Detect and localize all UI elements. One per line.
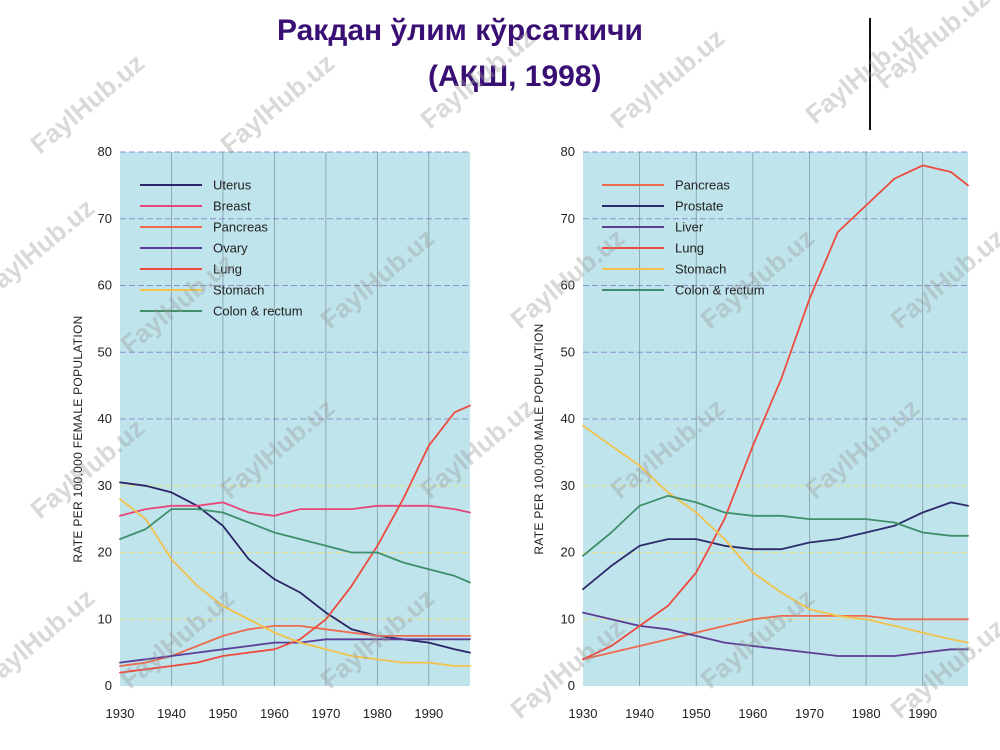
series-line-liver xyxy=(582,611,969,657)
series-line-colon xyxy=(582,494,969,557)
y-tick-label: 0 xyxy=(568,678,575,693)
watermark-text: FaylHub.uz xyxy=(215,47,341,159)
legend-label: Prostate xyxy=(675,199,723,214)
series-line-colon xyxy=(119,508,471,584)
y-tick-label: 70 xyxy=(98,211,112,226)
y-tick-label: 50 xyxy=(98,344,112,359)
y-tick-label: 60 xyxy=(561,278,575,293)
y-tick-label: 80 xyxy=(98,144,112,159)
series-line-uterus xyxy=(119,481,471,654)
series-line-lung xyxy=(582,164,969,661)
watermark-text: FaylHub.uz xyxy=(0,192,100,304)
y-tick-label: 10 xyxy=(98,611,112,626)
watermark-text: FaylHub.uz xyxy=(25,47,151,159)
x-tick-label: 1980 xyxy=(363,706,392,721)
x-tick-label: 1990 xyxy=(908,706,937,721)
series-line-stomach xyxy=(119,498,471,667)
watermark-text: FaylHub.uz xyxy=(0,582,100,694)
x-tick-label: 1950 xyxy=(682,706,711,721)
y-axis-label: RATE PER 100,000 FEMALE POPULATION xyxy=(71,315,85,562)
x-tick-label: 1940 xyxy=(625,706,654,721)
series-line-prostate xyxy=(582,501,969,591)
series-line-breast xyxy=(119,501,471,517)
y-tick-label: 20 xyxy=(561,545,575,560)
legend-label: Breast xyxy=(213,199,251,214)
legend-label: Lung xyxy=(213,262,242,277)
x-tick-label: 1970 xyxy=(311,706,340,721)
x-tick-label: 1960 xyxy=(260,706,289,721)
x-tick-label: 1950 xyxy=(208,706,237,721)
chart-female: 0 10 20 30 40 50 60 70 80 1930 1940 1950 1960 1970 198… xyxy=(71,144,471,721)
page-subtitle: (АҚШ, 1998) xyxy=(428,60,602,93)
title-divider xyxy=(869,18,871,130)
legend-label: Colon & rectum xyxy=(675,283,765,298)
y-axis-label: RATE PER 100,000 MALE POPULATION xyxy=(532,323,546,554)
x-tick-label: 1930 xyxy=(569,706,598,721)
legend-label: Ovary xyxy=(213,241,248,256)
series-line-pancreas xyxy=(582,615,969,661)
legend-label: Liver xyxy=(675,220,704,235)
y-tick-label: 60 xyxy=(98,278,112,293)
y-tick-label: 0 xyxy=(105,678,112,693)
x-tick-label: 1930 xyxy=(106,706,135,721)
y-tick-label: 80 xyxy=(561,144,575,159)
y-tick-label: 20 xyxy=(98,545,112,560)
legend-label: Colon & rectum xyxy=(213,304,303,319)
legend-label: Uterus xyxy=(213,178,252,193)
watermark-text: FaylHub.uz xyxy=(415,22,541,134)
x-tick-label: 1940 xyxy=(157,706,186,721)
y-tick-label: 50 xyxy=(561,344,575,359)
page-title: Ракдан ўлим кўрсаткичи xyxy=(277,14,643,47)
series-line-pancreas xyxy=(119,625,471,667)
legend-label: Stomach xyxy=(675,262,726,277)
y-tick-label: 70 xyxy=(561,211,575,226)
chart-male: 0 10 20 30 40 50 60 70 80 1930 1940 1950 1960 1970 198… xyxy=(532,144,969,721)
y-tick-label: 10 xyxy=(561,611,575,626)
y-tick-label: 40 xyxy=(561,411,575,426)
watermark-text: FaylHub.uz xyxy=(605,22,731,134)
legend-label: Stomach xyxy=(213,283,264,298)
y-tick-label: 40 xyxy=(98,411,112,426)
x-tick-label: 1980 xyxy=(852,706,881,721)
x-tick-label: 1970 xyxy=(795,706,824,721)
y-tick-label: 30 xyxy=(98,478,112,493)
y-tick-label: 30 xyxy=(561,478,575,493)
legend-label: Pancreas xyxy=(675,178,730,193)
x-tick-label: 1990 xyxy=(414,706,443,721)
legend-label: Pancreas xyxy=(213,220,268,235)
legend-label: Lung xyxy=(675,241,704,256)
x-tick-label: 1960 xyxy=(738,706,767,721)
series-line-lung xyxy=(119,404,471,674)
series-line-stomach xyxy=(582,424,969,644)
